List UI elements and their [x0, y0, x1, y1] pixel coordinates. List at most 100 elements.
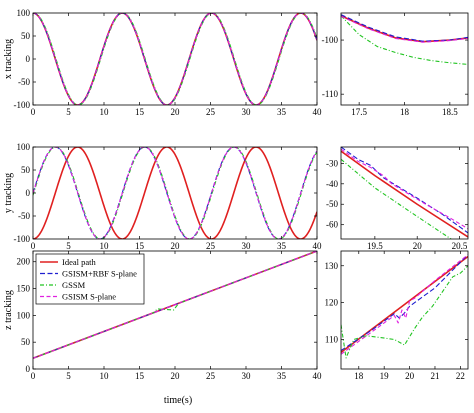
y-tick-label: 200: [17, 257, 31, 267]
axes-frame: [340, 146, 469, 240]
x-tick-label: 35: [277, 371, 287, 381]
x-tick-label: 40: [313, 241, 323, 251]
x-tick-label: 22: [456, 371, 465, 381]
x-tick-label: 20: [413, 241, 423, 251]
x-tick-label: 15: [135, 241, 145, 251]
x-tick-label: 19.5: [367, 241, 383, 251]
y-tick-label: 0: [26, 188, 31, 198]
x-tick-label: 10: [100, 107, 110, 117]
series-y_main-0: [33, 147, 317, 239]
legend-label: GSISM S-plane: [62, 292, 116, 302]
x-tick-label: 19: [380, 371, 390, 381]
y-tick-label: -30: [326, 158, 338, 168]
y-tick-label: 0: [26, 364, 31, 374]
y-tick-label: -110: [322, 89, 339, 99]
x-tick-label: 25: [206, 107, 216, 117]
y-tick-label: -100: [14, 100, 31, 110]
y-tick-label: 120: [325, 298, 339, 308]
x-tick-label: 35: [277, 107, 287, 117]
chart-x_main: 0 5 10 15 20 25 30 35 40 -100 -50 0 50 100 x tracking: [3, 8, 322, 117]
x-tick-label: 25: [206, 371, 216, 381]
chart-z_zoom: 18 19 20 21 22 110 120 130: [325, 250, 469, 381]
y-tick-label: -100: [14, 234, 31, 244]
y-tick-label: 110: [325, 335, 339, 345]
series-x_zoom-3: [341, 15, 468, 43]
series-y_zoom-1: [341, 147, 468, 234]
series-x_main-3: [33, 13, 317, 105]
series-z_zoom-2: [341, 265, 468, 359]
x-tick-label: 18.5: [442, 107, 458, 117]
series-z_main-3: [33, 251, 317, 359]
y-tick-label: 50: [21, 165, 31, 175]
legend-label: Ideal path: [62, 257, 96, 267]
x-tick-label: 30: [242, 107, 252, 117]
series-z_zoom-1: [341, 254, 468, 352]
x-tick-label: 20: [405, 371, 415, 381]
y-tick-label: 50: [21, 337, 31, 347]
y-tick-label: 100: [17, 8, 31, 18]
chart-x_zoom: 17.5 18 18.5 -110 -100: [322, 12, 469, 117]
x-tick-label: 18: [354, 371, 364, 381]
x-tick-label: 10: [100, 371, 110, 381]
y-axis-label: x tracking: [3, 39, 14, 79]
y-tick-label: 0: [26, 54, 31, 64]
series-x_zoom-1: [341, 14, 468, 42]
y-tick-label: -100: [322, 35, 339, 45]
x-tick-label: 5: [66, 241, 71, 251]
y-axis-label: z tracking: [3, 290, 14, 330]
y-tick-label: 100: [17, 142, 31, 152]
y-axis-label: y tracking: [3, 173, 14, 213]
x-tick-label: 20: [171, 107, 181, 117]
series-y_main-1: [33, 147, 317, 239]
axes-frame: [32, 146, 318, 240]
x-tick-label: 5: [66, 107, 71, 117]
series-x_zoom-2: [341, 15, 468, 65]
x-tick-label: 15: [135, 107, 145, 117]
x-tick-label: 15: [135, 371, 145, 381]
axes-frame: [340, 12, 469, 106]
x-tick-label: 0: [31, 371, 36, 381]
x-axis-label: time(s): [164, 395, 192, 406]
y-tick-label: -60: [326, 220, 338, 230]
y-tick-label: 150: [17, 284, 31, 294]
x-tick-label: 20: [171, 371, 181, 381]
x-tick-label: 25: [206, 241, 216, 251]
chart-y_zoom: 19.5 20 20.5 -60 -50 -40 -30: [326, 146, 469, 251]
x-tick-label: 18: [400, 107, 410, 117]
series-y_main-3: [33, 147, 317, 239]
x-tick-label: 40: [313, 107, 323, 117]
y-tick-label: -40: [326, 179, 338, 189]
x-tick-label: 35: [277, 241, 287, 251]
y-tick-label: 130: [325, 261, 339, 271]
y-tick-label: -50: [18, 211, 30, 221]
y-tick-label: -50: [18, 77, 30, 87]
x-tick-label: 5: [66, 371, 71, 381]
legend-label: GSSM: [62, 280, 86, 290]
x-tick-label: 40: [313, 371, 323, 381]
series-y_zoom-3: [341, 148, 468, 230]
x-tick-label: 0: [31, 107, 36, 117]
axes-frame: [32, 12, 318, 106]
x-tick-label: 0: [31, 241, 36, 251]
series-x_main-2: [33, 13, 317, 105]
x-tick-label: 21: [430, 371, 439, 381]
series-x_main-1: [33, 13, 317, 105]
x-tick-label: 10: [100, 241, 110, 251]
chart-y_main: 0 5 10 15 20 25 30 35 40 -100 -50 0 50 100 y tracking: [3, 142, 322, 251]
legend-label: GSISM+RBF S-plane: [62, 269, 137, 279]
series-x_main-0: [33, 13, 317, 105]
series-z_main-2: [33, 251, 317, 359]
chart-z_main: 0 5 10 15 20 25 30 35 40 0 50 100 150 200 z tracking: [3, 250, 323, 381]
series-z_zoom-3: [341, 254, 468, 355]
y-tick-label: -50: [326, 199, 338, 209]
x-tick-label: 20.5: [452, 241, 468, 251]
x-tick-label: 17.5: [351, 107, 367, 117]
y-tick-label: 50: [21, 31, 31, 41]
axes-frame: [340, 250, 469, 370]
x-tick-label: 20: [171, 241, 181, 251]
series-y_zoom-2: [341, 158, 452, 239]
series-y_zoom-0: [341, 150, 468, 238]
x-tick-label: 30: [242, 371, 252, 381]
